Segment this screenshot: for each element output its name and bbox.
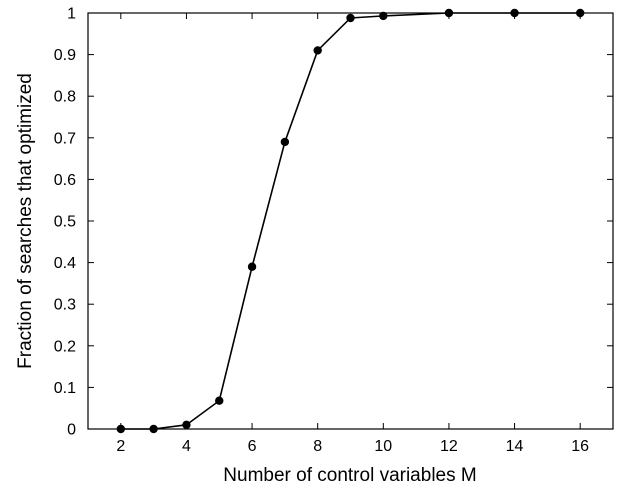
x-tick-label: 2 <box>116 438 125 455</box>
y-tick-label: 0.3 <box>54 297 76 314</box>
x-tick-label: 6 <box>248 438 257 455</box>
y-tick-label: 0.6 <box>54 172 76 189</box>
x-tick-label: 10 <box>374 438 392 455</box>
y-tick-label: 0.1 <box>54 380 76 397</box>
data-point <box>313 46 322 55</box>
y-tick-label: 0.7 <box>54 130 76 147</box>
y-tick-label: 0.9 <box>54 47 76 64</box>
data-point <box>510 8 519 18</box>
data-point <box>182 420 191 430</box>
y-tick-label: 0.8 <box>54 89 76 106</box>
data-point <box>280 137 290 147</box>
x-tick-label: 8 <box>313 438 322 455</box>
x-tick-label: 4 <box>182 438 191 455</box>
data-point <box>116 424 126 434</box>
data-point <box>247 262 257 271</box>
x-axis-ticks: 2 4 6 8 10 12 14 16 <box>116 13 589 455</box>
y-tick-label: 0.2 <box>54 338 76 355</box>
x-axis-label: Number of control variables M <box>223 465 476 486</box>
plot-frame <box>87 12 614 430</box>
y-tick-label: 0 <box>67 422 76 439</box>
y-axis-ticks: 0 0.1 0.2 0.3 0.4 0.5 0.6 0.7 0.8 0.9 1 <box>54 6 613 439</box>
data-point <box>575 8 585 18</box>
data-point <box>149 424 158 434</box>
data-point <box>215 396 224 405</box>
y-tick-label: 0.4 <box>54 255 76 272</box>
x-tick-label: 16 <box>571 438 589 455</box>
series-line <box>120 12 581 430</box>
data-point <box>346 13 355 23</box>
y-tick-label: 1 <box>67 6 76 23</box>
y-axis-label: Fraction of searches that optimized <box>15 73 36 369</box>
data-point <box>379 11 388 21</box>
data-series <box>116 8 585 434</box>
x-tick-label: 12 <box>440 438 458 455</box>
data-point <box>444 8 454 18</box>
y-tick-label: 0.5 <box>54 214 76 231</box>
x-tick-label: 14 <box>506 438 524 455</box>
